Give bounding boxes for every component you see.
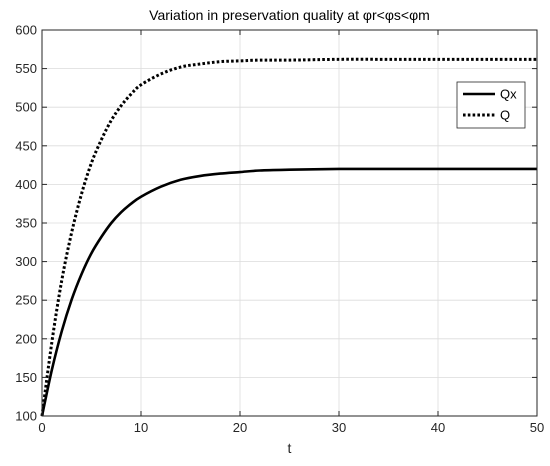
x-tick-label: 50 xyxy=(530,420,544,435)
x-axis-ticks: 0 10 20 30 40 50 xyxy=(38,30,544,435)
series-line-qx xyxy=(40,167,537,417)
series-line-q xyxy=(40,57,537,417)
y-axis-ticks: 100 150 200 250 300 350 400 450 500 550 600 xyxy=(15,23,537,424)
y-tick-label: 200 xyxy=(15,331,37,346)
series-lines xyxy=(40,57,537,417)
y-tick-label: 400 xyxy=(15,177,37,192)
x-tick-label: 40 xyxy=(431,420,445,435)
y-tick-label: 550 xyxy=(15,61,37,76)
y-tick-label: 100 xyxy=(15,409,37,424)
legend-label-qx: Qx xyxy=(500,87,517,102)
y-tick-label: 250 xyxy=(15,293,37,308)
y-tick-label: 350 xyxy=(15,216,37,231)
y-tick-label: 600 xyxy=(15,23,37,38)
legend-box xyxy=(456,81,526,129)
y-tick-label: 450 xyxy=(15,138,37,153)
x-tick-label: 10 xyxy=(134,420,148,435)
legend-label-q: Q xyxy=(500,108,510,123)
y-tick-label: 150 xyxy=(15,370,37,385)
y-tick-label: 500 xyxy=(15,100,37,115)
chart-title: Variation in preservation quality at φr<… xyxy=(149,7,430,23)
legend: Qx Q xyxy=(456,81,526,129)
x-tick-label: 30 xyxy=(332,420,346,435)
x-tick-label: 20 xyxy=(233,420,247,435)
x-axis-label: t xyxy=(288,440,292,456)
y-tick-label: 300 xyxy=(15,254,37,269)
x-tick-label: 0 xyxy=(38,420,45,435)
